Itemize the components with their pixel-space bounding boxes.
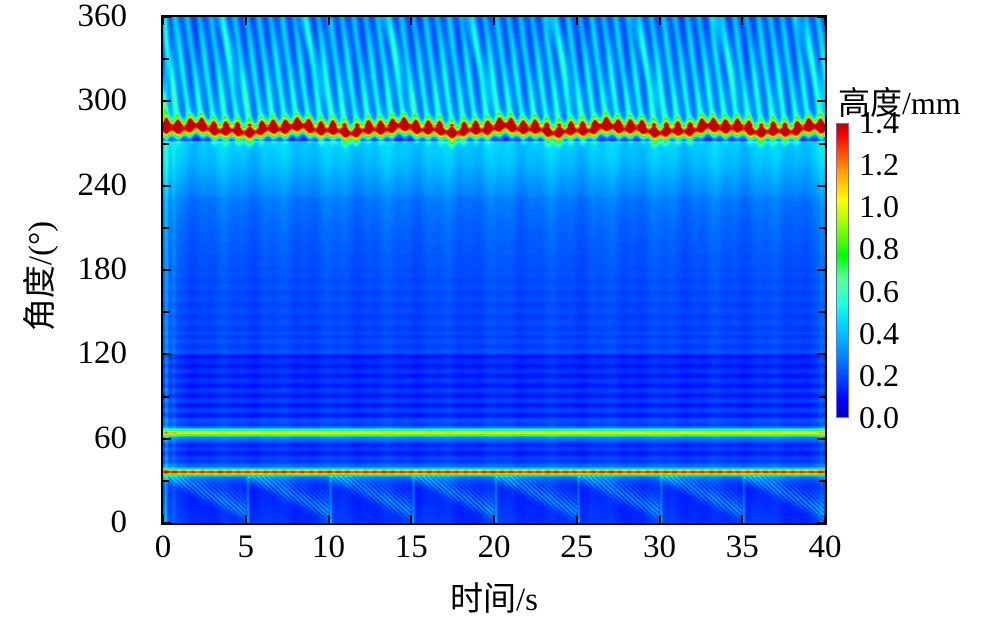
x-tick-0: [162, 515, 164, 523]
y-tick-0: [163, 522, 171, 524]
y-tick-300: [163, 100, 171, 103]
y-tick-right-240: [817, 184, 825, 187]
y-tick-label-0: 0: [110, 504, 128, 540]
y-tick-120: [163, 353, 171, 356]
y-minor-tick-right-270: [819, 142, 825, 145]
x-tick-label-5: 5: [237, 529, 255, 565]
x-tick-top-10: [327, 17, 330, 25]
x-tick-30: [658, 515, 661, 523]
x-tick-20: [493, 515, 495, 523]
y-axis-title: 角度/(°): [23, 220, 59, 332]
x-tick-40: [824, 515, 826, 523]
y-minor-tick-right-30: [819, 479, 825, 482]
plot-area: [161, 15, 827, 525]
y-tick-right-300: [817, 100, 825, 103]
colorbar-tick-label-0.0: 0.0: [859, 399, 899, 435]
x-tick-top-35: [741, 17, 744, 25]
x-tick-top-0: [162, 17, 164, 25]
colorbar: [836, 123, 849, 418]
y-tick-right-0: [817, 522, 825, 524]
x-tick-5: [244, 515, 247, 523]
colorbar-tick-label-1.2: 1.2: [859, 146, 899, 183]
y-tick-right-60: [817, 437, 825, 440]
y-tick-360: [163, 16, 171, 18]
x-tick-label-35: 35: [725, 529, 759, 565]
y-tick-label-60: 60: [94, 419, 127, 456]
x-tick-label-15: 15: [394, 529, 428, 565]
x-axis-title: 时间/s: [449, 582, 538, 618]
colorbar-tick-label-0.4: 0.4: [859, 314, 899, 351]
colorbar-tick-label-1.4: 1.4: [859, 104, 899, 140]
x-tick-top-20: [493, 17, 495, 25]
y-tick-right-360: [817, 16, 825, 18]
colorbar-tick-label-1.0: 1.0: [859, 188, 899, 225]
x-tick-15: [410, 515, 413, 523]
x-tick-label-20: 20: [477, 529, 511, 565]
colorbar-gradient: [837, 124, 848, 417]
x-tick-label-10: 10: [312, 529, 345, 565]
y-tick-label-120: 120: [77, 335, 128, 372]
y-minor-tick-270: [163, 142, 169, 145]
y-tick-60: [163, 437, 171, 440]
x-tick-top-30: [658, 17, 661, 25]
x-tick-label-30: 30: [643, 529, 676, 565]
x-tick-top-15: [410, 17, 413, 25]
y-tick-240: [163, 184, 171, 187]
colorbar-tick-label-0.8: 0.8: [859, 230, 899, 267]
y-minor-tick-right-210: [819, 226, 825, 229]
y-minor-tick-30: [163, 479, 169, 482]
colorbar-title: 高度/mm: [838, 85, 961, 121]
y-minor-tick-90: [163, 395, 169, 398]
y-tick-label-300: 300: [77, 82, 128, 119]
y-minor-tick-right-330: [819, 58, 825, 61]
colorbar-tick-label-0.2: 0.2: [859, 356, 899, 393]
x-tick-top-40: [824, 17, 826, 25]
y-minor-tick-150: [163, 311, 169, 314]
y-tick-right-120: [817, 353, 825, 356]
x-tick-35: [741, 515, 744, 523]
x-tick-top-5: [244, 17, 247, 25]
x-tick-label-25: 25: [560, 529, 594, 565]
y-minor-tick-330: [163, 58, 169, 61]
x-tick-10: [327, 515, 330, 523]
y-tick-right-180: [817, 269, 825, 271]
y-tick-label-360: 360: [77, 0, 128, 34]
x-tick-top-25: [575, 17, 578, 25]
y-tick-180: [163, 269, 171, 271]
y-tick-label-240: 240: [77, 166, 128, 203]
x-tick-label-40: 40: [808, 529, 842, 565]
x-tick-label-0: 0: [154, 529, 172, 565]
y-minor-tick-210: [163, 226, 169, 229]
y-tick-label-180: 180: [77, 251, 128, 287]
y-minor-tick-right-150: [819, 311, 825, 314]
y-minor-tick-right-90: [819, 395, 825, 398]
colorbar-tick-label-0.6: 0.6: [859, 272, 899, 309]
x-tick-25: [575, 515, 578, 523]
heatmap-canvas: [163, 17, 825, 523]
